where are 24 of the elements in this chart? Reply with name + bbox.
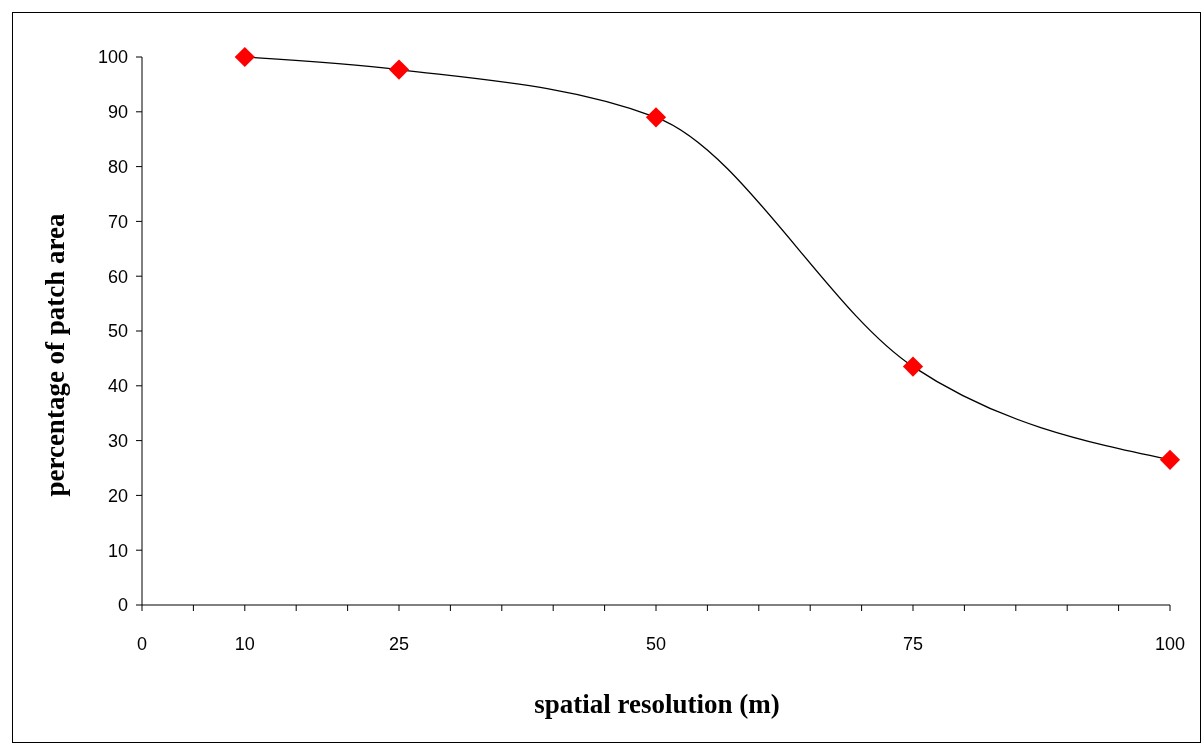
point xyxy=(645,107,667,128)
x-tick-label: 50 xyxy=(645,634,667,654)
x-tick-label: 0 xyxy=(136,634,148,654)
point xyxy=(1159,449,1181,470)
y-tick-label: 10 xyxy=(107,540,128,561)
x-tick-label: 75 xyxy=(902,634,924,654)
y-tick-label: 50 xyxy=(107,321,128,342)
point xyxy=(902,356,924,377)
y-tick-label: 80 xyxy=(107,156,128,177)
x-tick-label: 10 xyxy=(234,634,255,654)
x-tick-label: 25 xyxy=(388,634,410,654)
y-tick-label: 70 xyxy=(107,211,128,232)
x-axis-title: spatial resolution (m) xyxy=(534,689,780,719)
y-tick-label: 90 xyxy=(107,102,128,123)
x-tick-label: 100 xyxy=(1154,634,1186,654)
y-tick-label: 60 xyxy=(107,266,128,287)
point xyxy=(234,46,255,68)
y-tick-label: 30 xyxy=(107,430,128,451)
y-axis-title: percentage of patch area xyxy=(40,212,70,497)
y-tick-label: 0 xyxy=(117,595,128,616)
y-tick-label: 40 xyxy=(107,376,128,397)
y-tick-label: 20 xyxy=(107,485,128,506)
point xyxy=(388,59,410,80)
y-tick-label: 100 xyxy=(97,47,128,68)
